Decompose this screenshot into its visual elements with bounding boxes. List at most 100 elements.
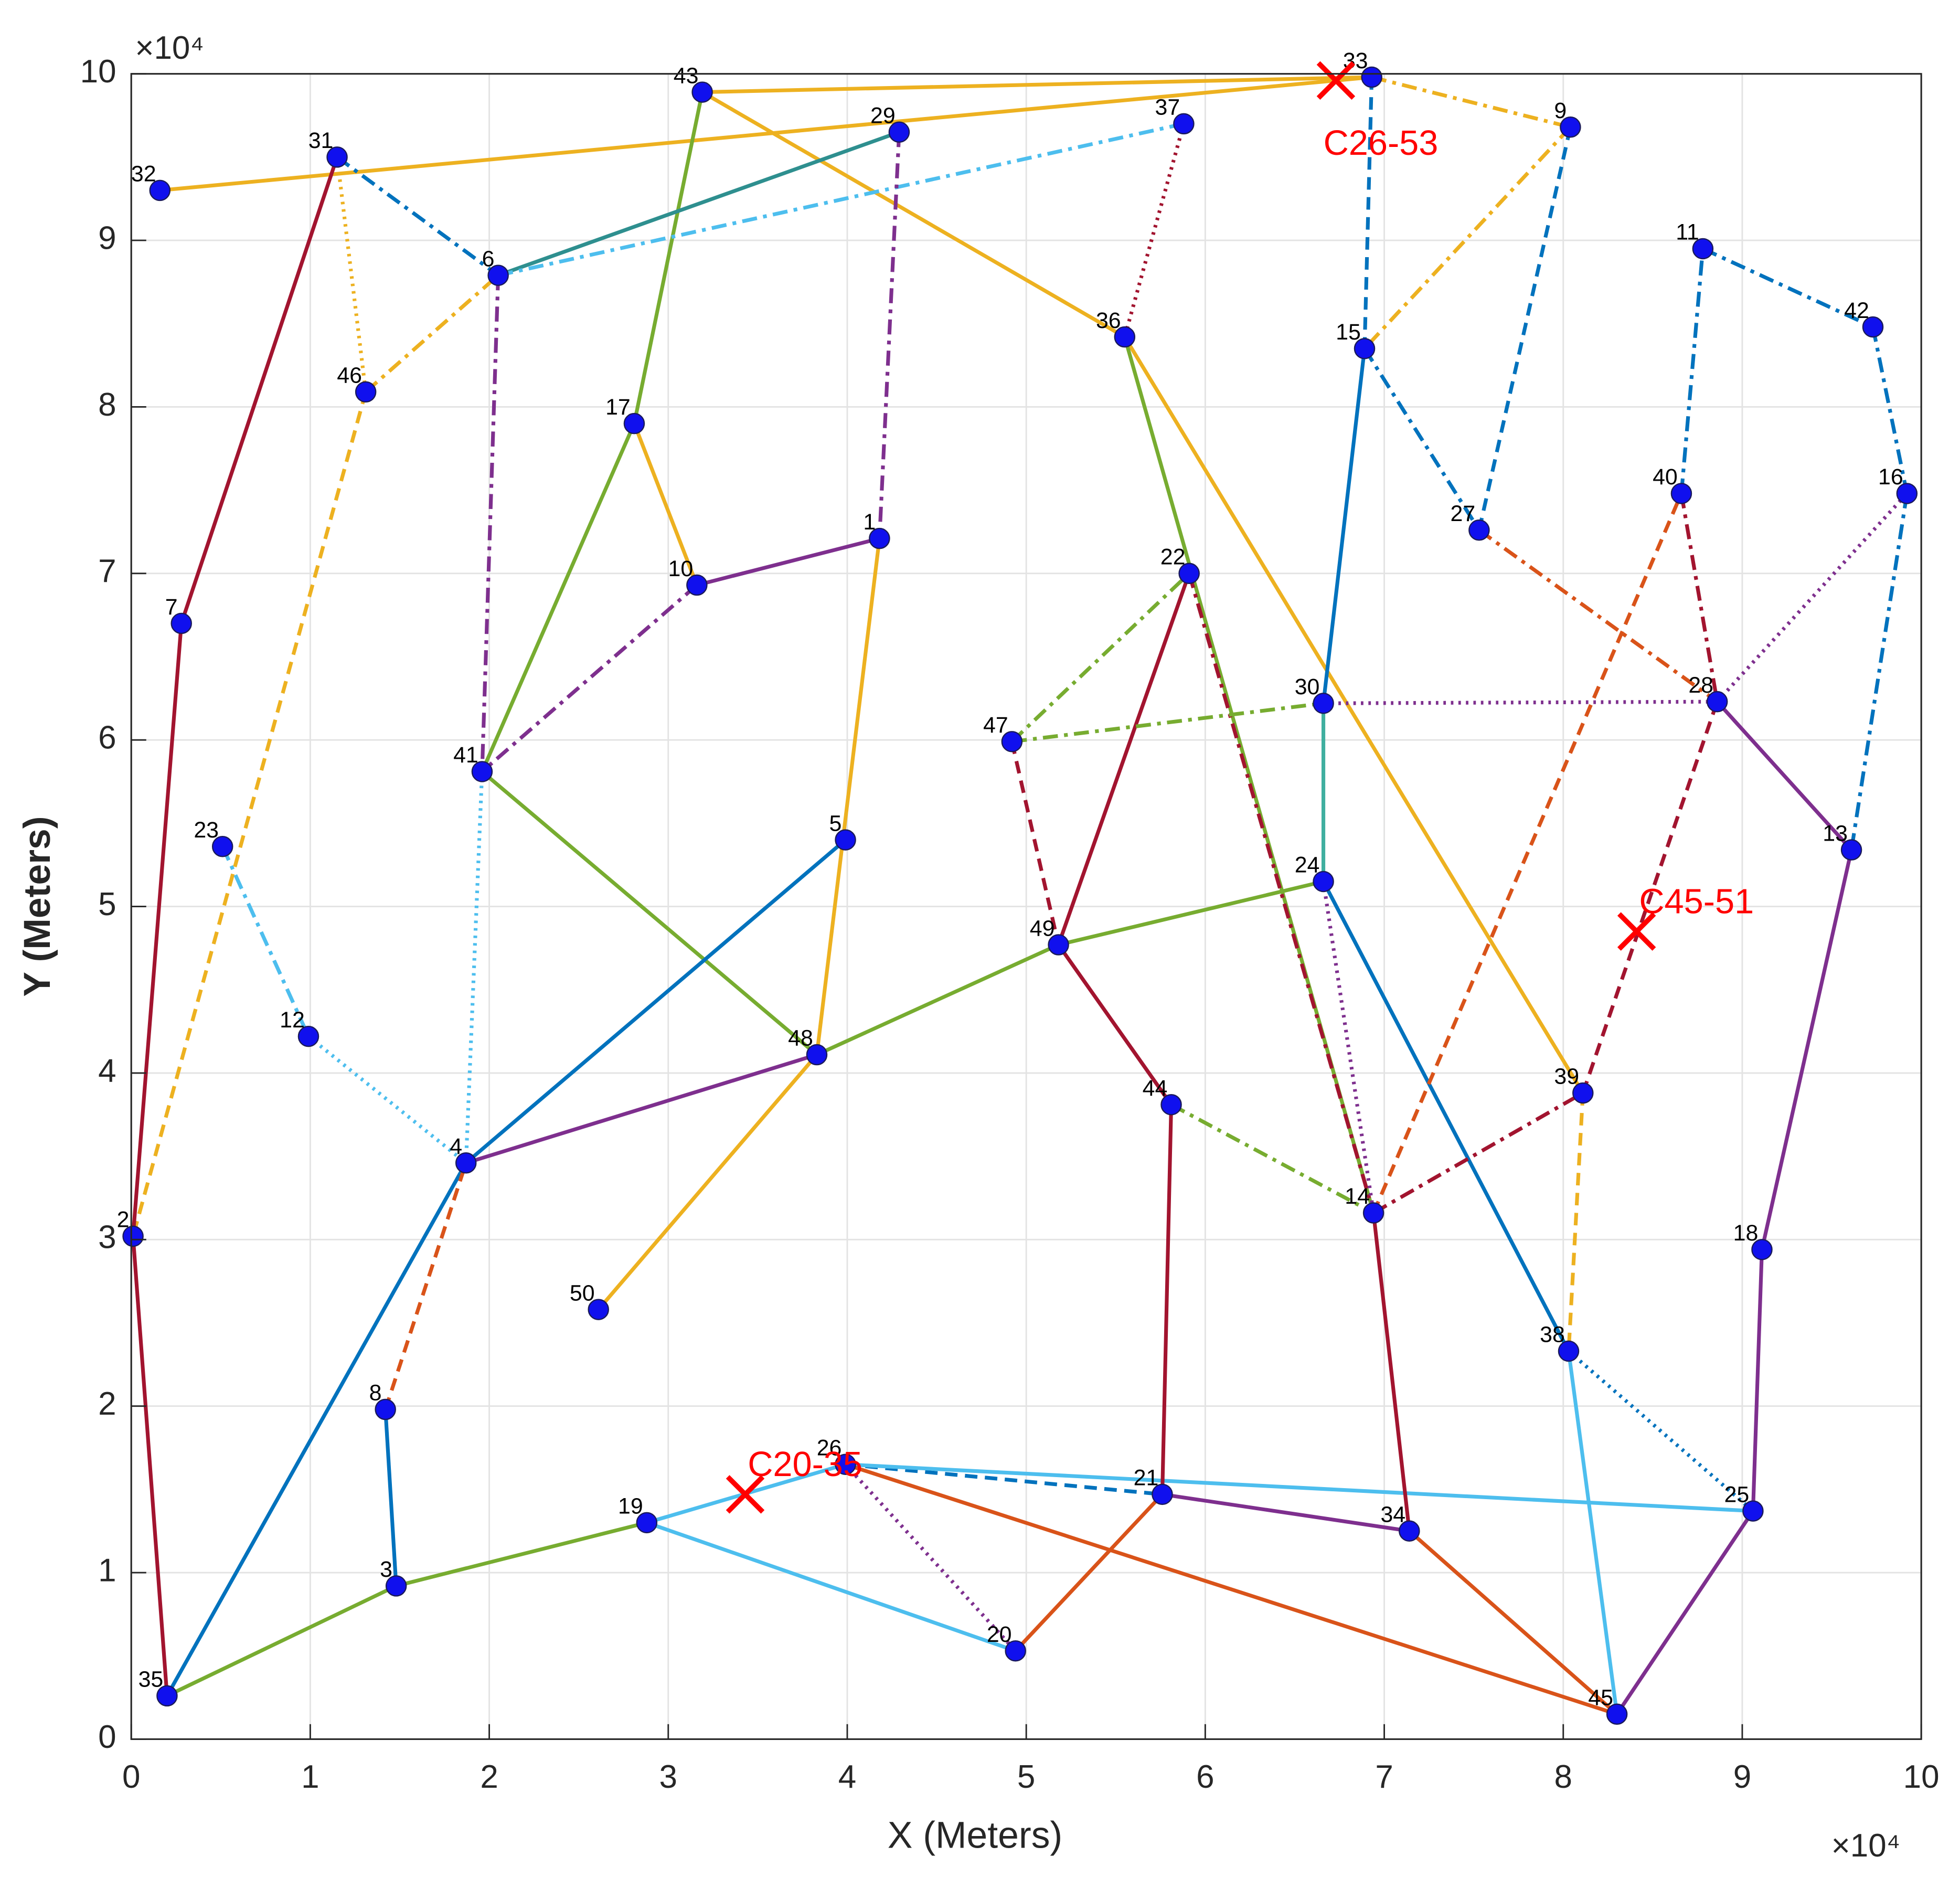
route-edge: [646, 1521, 1016, 1653]
node-label: 16: [1878, 464, 1903, 490]
route-edge: [1372, 1091, 1584, 1215]
route-edge: [336, 155, 499, 277]
y-tick-label: 7: [98, 553, 116, 589]
node-label: 13: [1823, 821, 1848, 846]
route-edge: [1322, 881, 1376, 1214]
y-tick-label: 1: [98, 1552, 116, 1588]
node: [1114, 326, 1136, 348]
route-edge: [1187, 572, 1376, 1214]
node: [471, 761, 493, 782]
node-label: 1: [863, 510, 876, 535]
fault-marker: [1316, 61, 1356, 100]
route-edge: [220, 845, 311, 1037]
fault-label: C45-51: [1639, 882, 1754, 921]
node-label: 30: [1295, 674, 1320, 699]
x-tick-label: 5: [1017, 1759, 1035, 1795]
x-tick-label: 7: [1375, 1759, 1393, 1795]
route-edge: [1363, 125, 1572, 350]
route-edge: [480, 422, 636, 772]
node-label: 25: [1724, 1482, 1750, 1507]
node: [1606, 1703, 1628, 1725]
route-edge: [1371, 493, 1684, 1214]
route-edge: [497, 130, 900, 278]
node-label: 32: [131, 162, 156, 187]
node-label: 42: [1844, 298, 1869, 323]
node: [1572, 1082, 1594, 1104]
y-tick-label: 9: [98, 220, 116, 256]
node-label: 24: [1295, 853, 1320, 878]
node: [1862, 316, 1884, 338]
route-edge: [1010, 741, 1061, 946]
node: [1558, 1340, 1580, 1362]
route-edge: [1615, 1510, 1755, 1715]
route-edge: [464, 838, 847, 1165]
route-edge: [1321, 348, 1367, 704]
node-label: 34: [1380, 1502, 1405, 1527]
node-label: 38: [1540, 1322, 1565, 1348]
node: [455, 1152, 477, 1174]
node-label: 7: [165, 595, 178, 620]
node-label: 15: [1336, 320, 1361, 345]
route-edge: [1323, 699, 1718, 705]
route-edge: [384, 1409, 398, 1586]
node: [1178, 563, 1200, 585]
node-label: 26: [817, 1435, 842, 1460]
node: [1751, 1239, 1773, 1260]
x-tick-label: 8: [1554, 1759, 1572, 1795]
node: [355, 381, 377, 403]
node: [211, 836, 233, 857]
route-edge: [1478, 528, 1719, 704]
node: [385, 1575, 407, 1597]
node-label: 19: [618, 1494, 643, 1519]
route-edge: [1371, 1213, 1411, 1532]
node: [1048, 934, 1069, 956]
route-edge: [1581, 701, 1719, 1094]
route-edge: [1716, 700, 1853, 852]
node-label: 3: [380, 1557, 392, 1582]
route-edge: [815, 538, 881, 1055]
node: [686, 574, 708, 596]
route-edge: [1162, 1492, 1410, 1533]
node: [1152, 1483, 1173, 1505]
route-edge: [1058, 879, 1324, 947]
node-label: 37: [1155, 95, 1180, 120]
node-label: 43: [674, 63, 699, 88]
y-tick-label: 5: [98, 886, 116, 922]
node-label: 36: [1096, 308, 1121, 333]
route-edge: [335, 156, 368, 392]
nodes: 1234567891011121314151617181920212223242…: [117, 48, 1918, 1725]
node-label: 46: [337, 363, 362, 388]
node-label: 22: [1160, 545, 1186, 570]
node-label: 41: [453, 742, 478, 768]
node: [326, 146, 348, 168]
route-edge: [1871, 326, 1909, 494]
route-edge: [1679, 248, 1705, 494]
route-edge: [1477, 126, 1572, 531]
x-tick-label: 6: [1196, 1759, 1214, 1795]
x-tick-label: 0: [122, 1759, 140, 1795]
node: [588, 1299, 609, 1320]
route-edge: [464, 771, 484, 1163]
route-edge: [364, 274, 499, 394]
node-label: 4: [450, 1134, 462, 1159]
node-label: 11: [1676, 220, 1699, 245]
node: [1313, 693, 1334, 714]
node-label: 18: [1733, 1221, 1759, 1246]
route-edge: [696, 536, 880, 587]
y-tick-label: 0: [98, 1719, 116, 1755]
node: [1362, 1202, 1384, 1224]
route-edge: [844, 1463, 1017, 1652]
node: [149, 179, 171, 201]
route-edge: [179, 156, 339, 624]
route-edge: [816, 943, 1060, 1057]
route-edge: [159, 75, 1372, 193]
node: [636, 1512, 658, 1534]
y-tick-label: 10: [80, 54, 116, 90]
route-edge: [596, 1053, 818, 1311]
route-edge: [1760, 849, 1854, 1250]
route-edge: [481, 770, 818, 1056]
node: [1670, 483, 1692, 504]
node: [1560, 116, 1581, 138]
